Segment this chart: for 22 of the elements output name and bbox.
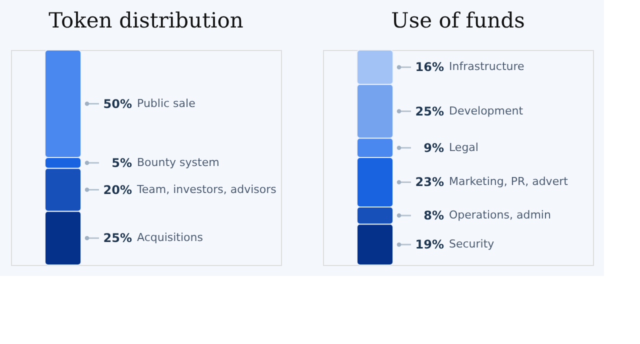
data-label: 25%	[103, 231, 132, 246]
text: Use of funds	[391, 8, 525, 32]
text: Legal	[449, 140, 478, 154]
data-label: 50%	[103, 96, 132, 111]
data-label: 9%	[424, 140, 444, 155]
text: Security	[449, 238, 495, 251]
text: Bounty system	[137, 156, 220, 169]
text: Public sale	[137, 96, 196, 110]
data-label: 23%	[415, 175, 444, 190]
text: Marketing, PR, advert	[449, 175, 569, 188]
text: Operations, admin	[449, 208, 551, 222]
data-label: 16%	[415, 60, 444, 74]
data-label: 19%	[415, 238, 444, 252]
data-label: 20%	[103, 182, 132, 197]
text: Team, investors, advisors	[136, 182, 277, 196]
text: Acquisitions	[137, 231, 204, 244]
text: Token distribution	[48, 8, 244, 32]
data-label: 5%	[112, 156, 132, 170]
data-label: 8%	[424, 208, 444, 223]
text: Infrastructure	[449, 60, 525, 74]
text: Development	[449, 104, 524, 118]
data-label: 25%	[415, 104, 444, 118]
